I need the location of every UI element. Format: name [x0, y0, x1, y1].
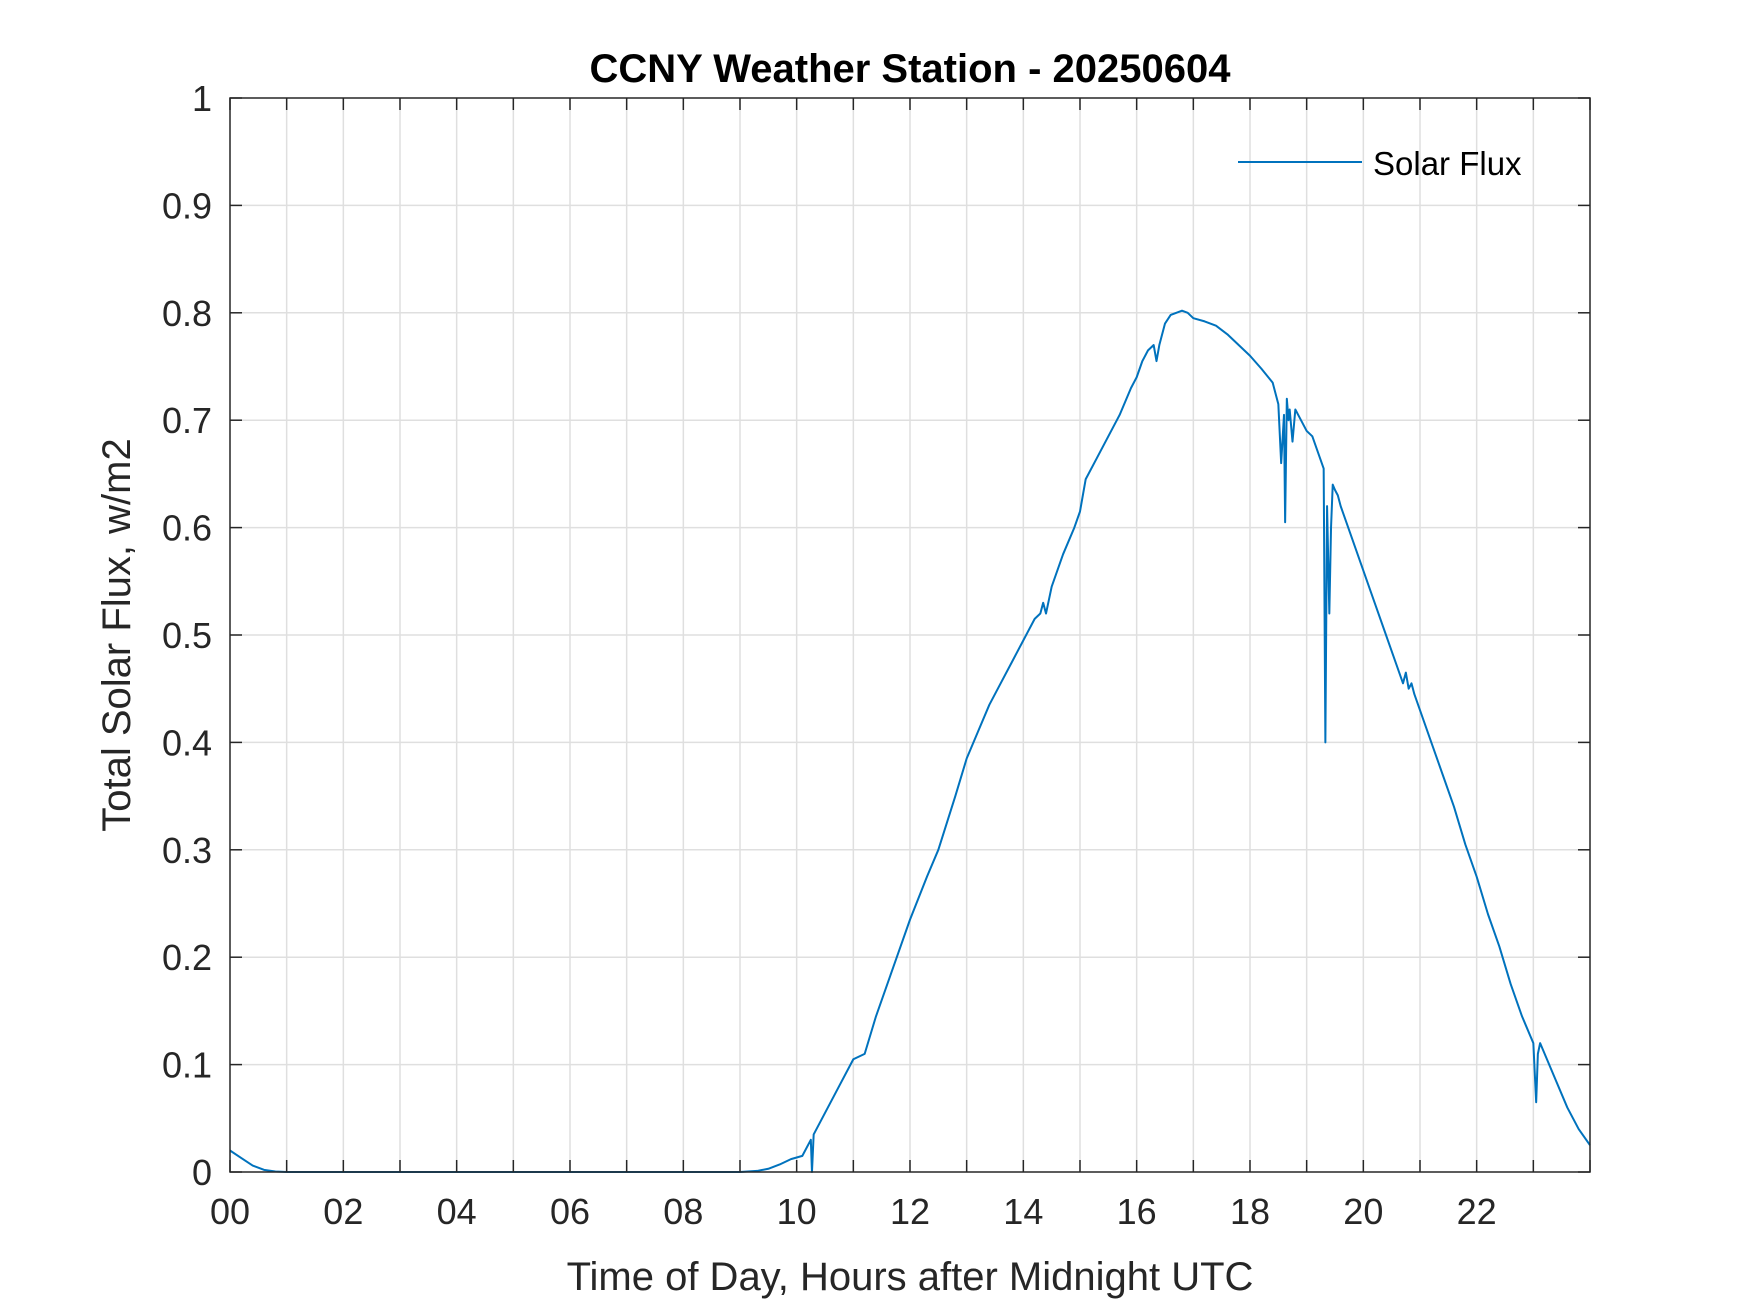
x-tick-label: 04 [437, 1191, 477, 1232]
x-tick-label: 02 [323, 1191, 363, 1232]
x-tick-labels: 00 02 04 06 08 10 12 14 16 18 20 22 [210, 1191, 1497, 1232]
y-tick-label: 0.2 [162, 937, 212, 978]
y-tick-label: 0.1 [162, 1045, 212, 1086]
y-tick-label: 1 [192, 78, 212, 119]
ticks [229, 97, 1591, 1173]
x-tick-label: 10 [777, 1191, 817, 1232]
x-tick-label: 20 [1343, 1191, 1383, 1232]
y-tick-label: 0.6 [162, 508, 212, 549]
y-tick-label: 0 [192, 1152, 212, 1193]
legend-label-solar-flux: Solar Flux [1373, 145, 1522, 182]
series-layer [229, 309, 1591, 1173]
x-tick-label: 12 [890, 1191, 930, 1232]
y-tick-label: 0.4 [162, 722, 212, 763]
series-line-solar-flux [229, 309, 1591, 1173]
x-tick-label: 14 [1003, 1191, 1043, 1232]
x-tick-label: 22 [1457, 1191, 1497, 1232]
x-tick-label: 08 [663, 1191, 703, 1232]
y-tick-label: 0.9 [162, 185, 212, 226]
x-tick-label: 06 [550, 1191, 590, 1232]
y-tick-label: 0.5 [162, 615, 212, 656]
x-tick-label: 18 [1230, 1191, 1270, 1232]
y-tick-label: 0.7 [162, 400, 212, 441]
y-axis-label: Total Solar Flux, w/m2 [95, 438, 139, 831]
y-tick-label: 0.8 [162, 293, 212, 334]
x-tick-label: 16 [1117, 1191, 1157, 1232]
y-tick-labels: 0 0.1 0.2 0.3 0.4 0.5 0.6 0.7 0.8 0.9 1 [162, 78, 212, 1193]
y-tick-label: 0.3 [162, 830, 212, 871]
chart-title: CCNY Weather Station - 20250604 [590, 47, 1232, 91]
legend: Solar Flux [1238, 145, 1522, 182]
x-axis-label: Time of Day, Hours after Midnight UTC [567, 1255, 1254, 1299]
x-tick-label: 00 [210, 1191, 250, 1232]
grid [230, 98, 1590, 1172]
